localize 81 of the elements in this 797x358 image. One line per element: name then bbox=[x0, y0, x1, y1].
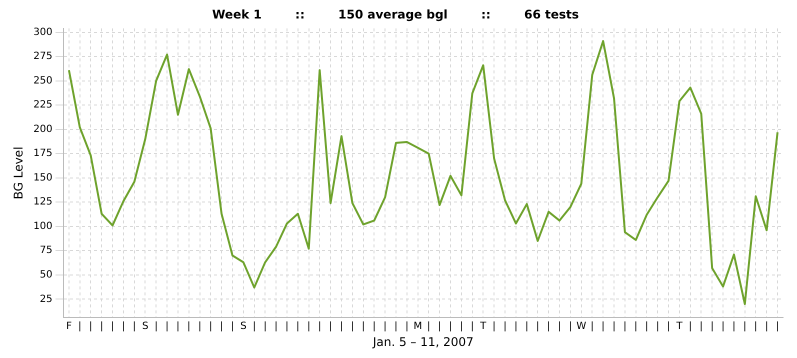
y-tick-label: 100 bbox=[33, 220, 52, 232]
y-tick-label: 200 bbox=[33, 124, 52, 135]
x-tick-label: | bbox=[754, 321, 758, 332]
x-tick-label: | bbox=[362, 321, 365, 332]
y-tick-label: 25 bbox=[40, 294, 52, 305]
x-tick-label: | bbox=[612, 321, 616, 332]
x-tick-label: | bbox=[448, 321, 452, 332]
x-tick-label: T bbox=[675, 321, 684, 332]
y-tick-label: 175 bbox=[33, 148, 52, 160]
x-tick-label: W bbox=[576, 321, 586, 332]
x-tick-label: | bbox=[536, 321, 540, 332]
x-tick-label: | bbox=[721, 321, 725, 332]
x-tick-label: | bbox=[340, 321, 344, 332]
x-tick-label: | bbox=[514, 321, 518, 332]
x-tick-label: | bbox=[394, 321, 398, 332]
x-tick-label: | bbox=[568, 321, 572, 332]
x-tick-label: F bbox=[66, 321, 72, 332]
x-tick-label: | bbox=[764, 321, 768, 332]
x-tick-label: | bbox=[470, 321, 474, 332]
x-tick-label: | bbox=[656, 321, 660, 332]
x-tick-label: | bbox=[132, 321, 136, 332]
x-tick-label: | bbox=[318, 321, 322, 332]
x-tick-label: | bbox=[208, 321, 212, 332]
x-tick-label: | bbox=[590, 321, 594, 332]
x-tick-label: | bbox=[328, 321, 332, 332]
x-tick-label: | bbox=[688, 321, 692, 332]
x-tick-label: | bbox=[176, 321, 180, 332]
x-tick-label: | bbox=[634, 321, 638, 332]
x-tick-label: | bbox=[503, 321, 507, 332]
x-tick-label: | bbox=[710, 321, 714, 332]
x-tick-label: | bbox=[263, 321, 267, 332]
x-tick-label: | bbox=[601, 321, 605, 332]
x-tick-label: | bbox=[220, 321, 224, 332]
y-tick-label: 275 bbox=[33, 51, 52, 62]
x-tick-label: | bbox=[460, 321, 464, 332]
x-axis-title: Jan. 5 – 11, 2007 bbox=[372, 334, 474, 349]
x-tick-label: M bbox=[413, 321, 422, 332]
x-tick-label: | bbox=[198, 321, 202, 332]
x-tick-label: | bbox=[252, 321, 256, 332]
y-tick-label: 50 bbox=[40, 269, 52, 280]
x-tick-label: | bbox=[285, 321, 289, 332]
chart-title: Week 1 :: 150 average bgl :: 66 tests bbox=[212, 7, 579, 22]
y-axis-title: BG Level bbox=[11, 146, 26, 200]
x-tick-label: | bbox=[546, 321, 550, 332]
y-tick-label: 75 bbox=[40, 245, 52, 256]
x-tick-label: | bbox=[623, 321, 627, 332]
x-tick-label: | bbox=[525, 321, 528, 332]
x-tick-label: | bbox=[296, 321, 300, 332]
y-tick-label: 125 bbox=[33, 196, 52, 208]
x-tick-label: | bbox=[427, 321, 430, 332]
y-tick-label: 250 bbox=[33, 75, 52, 86]
x-tick-label: | bbox=[372, 321, 376, 332]
y-tick-label: 150 bbox=[33, 172, 52, 184]
x-tick-label: | bbox=[350, 321, 354, 332]
x-tick-label: | bbox=[743, 321, 747, 332]
y-tick-label: 300 bbox=[33, 26, 52, 38]
x-tick-label: | bbox=[122, 321, 126, 332]
x-tick-label: | bbox=[230, 321, 234, 332]
x-tick-label: T bbox=[479, 321, 488, 332]
x-tick-label: | bbox=[89, 321, 92, 332]
x-tick-label: | bbox=[187, 321, 191, 332]
x-tick-label: | bbox=[405, 321, 409, 332]
x-tick-label: | bbox=[110, 321, 114, 332]
x-tick-label: | bbox=[274, 321, 278, 332]
x-tick-label: | bbox=[100, 321, 104, 332]
x-tick-label: | bbox=[732, 321, 736, 332]
x-tick-label: S bbox=[240, 321, 247, 332]
x-tick-label: | bbox=[165, 321, 169, 332]
y-tick-label: 225 bbox=[33, 100, 52, 111]
x-tick-label: S bbox=[142, 321, 148, 332]
x-tick-label: | bbox=[700, 321, 703, 332]
x-tick-label: | bbox=[492, 321, 496, 332]
x-tick-label: | bbox=[154, 321, 158, 332]
x-tick-label: | bbox=[438, 321, 442, 332]
x-tick-label: | bbox=[558, 321, 562, 332]
x-tick-label: | bbox=[776, 321, 780, 332]
x-tick-label: | bbox=[645, 321, 648, 332]
x-tick-label: | bbox=[383, 321, 387, 332]
x-tick-label: | bbox=[666, 321, 670, 332]
x-tick-label: | bbox=[78, 321, 82, 332]
x-tick-label: | bbox=[307, 321, 310, 332]
